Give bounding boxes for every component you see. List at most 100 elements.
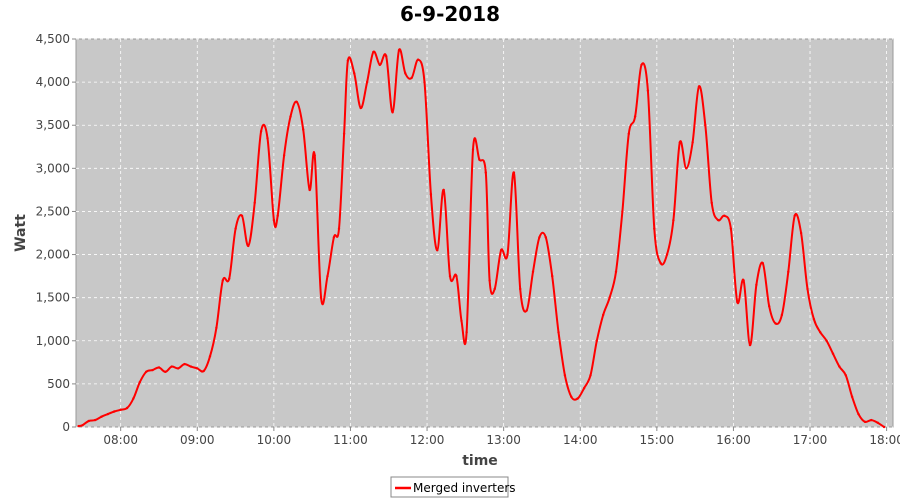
data-point	[359, 106, 362, 110]
data-point	[436, 249, 439, 252]
data-point	[697, 85, 701, 88]
data-point	[621, 210, 624, 213]
series-layer	[77, 48, 886, 429]
data-point	[253, 201, 256, 204]
x-tick-label: 13:00	[486, 433, 521, 447]
data-point	[372, 50, 375, 54]
data-point	[208, 355, 212, 358]
data-point	[512, 171, 516, 174]
data-point	[319, 296, 323, 299]
data-point	[838, 365, 841, 368]
data-point	[729, 227, 733, 230]
data-point	[531, 270, 535, 273]
x-tick-label: 12:00	[410, 433, 445, 447]
data-point	[332, 236, 336, 239]
data-point	[266, 137, 269, 140]
data-point	[234, 227, 237, 230]
data-point	[151, 368, 154, 372]
data-point	[748, 343, 752, 347]
data-point	[825, 339, 828, 342]
y-tick-label: 4,000	[36, 75, 70, 89]
data-point	[589, 374, 592, 377]
data-point	[346, 59, 350, 62]
data-point	[81, 424, 84, 427]
data-point	[716, 218, 720, 222]
data-point	[582, 387, 586, 390]
data-point	[404, 72, 407, 75]
data-point	[289, 115, 292, 118]
data-point	[410, 76, 413, 80]
data-point	[640, 63, 643, 67]
data-point	[465, 331, 468, 334]
data-point	[793, 214, 796, 217]
x-tick-label: 15:00	[640, 433, 675, 447]
data-point	[806, 287, 809, 291]
data-point	[196, 367, 199, 370]
data-point	[228, 277, 231, 280]
data-point	[857, 412, 860, 416]
data-point	[819, 331, 822, 334]
x-tick-label: 18:00	[869, 433, 900, 447]
data-point	[653, 227, 656, 230]
data-point	[691, 141, 694, 144]
data-point	[302, 128, 305, 131]
data-point	[608, 296, 611, 299]
data-point	[259, 130, 263, 133]
data-point	[557, 331, 560, 334]
data-point	[429, 193, 433, 196]
data-point	[742, 279, 745, 282]
data-point	[863, 420, 867, 423]
data-point	[499, 249, 503, 252]
data-point	[780, 313, 784, 317]
data-point	[423, 80, 426, 84]
y-axis: 0 500 1,000 1,500 2,000 2,500 3,000 3,500 4,000 4…	[36, 32, 76, 434]
data-point	[787, 270, 790, 273]
data-point	[768, 305, 771, 308]
data-point	[202, 369, 205, 373]
data-point	[484, 171, 487, 174]
data-point	[119, 408, 122, 411]
data-point	[391, 111, 394, 114]
data-point	[595, 339, 598, 342]
data-point	[602, 313, 605, 317]
x-tick-label: 10:00	[257, 433, 292, 447]
data-point	[87, 419, 91, 423]
data-point	[478, 158, 481, 161]
data-point	[812, 318, 816, 321]
data-point	[519, 287, 522, 291]
y-tick-label: 1,000	[36, 334, 70, 348]
data-point	[353, 72, 356, 75]
x-axis: 08:00 09:00 10:00 11:00 12:00 13:00 14:00 15:00…	[103, 427, 900, 447]
data-point	[882, 425, 886, 429]
data-point	[189, 365, 193, 368]
data-point	[755, 283, 758, 286]
data-point	[282, 154, 286, 157]
data-point	[774, 322, 777, 325]
plot-area	[75, 38, 894, 428]
data-point	[844, 374, 847, 377]
y-tick-label: 3,000	[36, 161, 70, 175]
data-point	[342, 132, 346, 135]
data-point	[633, 115, 637, 118]
x-tick-label: 11:00	[333, 433, 368, 447]
data-point	[850, 395, 854, 398]
data-point	[240, 214, 244, 217]
data-point	[183, 362, 186, 366]
y-tick-label: 500	[47, 377, 70, 391]
data-point	[77, 424, 80, 428]
data-point	[672, 218, 675, 222]
data-point	[247, 244, 250, 248]
data-point	[93, 418, 97, 422]
data-point	[831, 352, 835, 355]
data-point	[106, 412, 110, 416]
data-point	[416, 58, 420, 61]
x-tick-label: 08:00	[103, 433, 138, 447]
data-point	[471, 148, 475, 151]
y-tick-label: 0	[62, 420, 70, 434]
data-point	[544, 236, 547, 239]
y-tick-label: 1,500	[36, 291, 70, 305]
x-axis-label: time	[462, 453, 498, 469]
data-point	[145, 370, 148, 373]
data-point	[221, 279, 224, 282]
data-point	[665, 253, 669, 256]
